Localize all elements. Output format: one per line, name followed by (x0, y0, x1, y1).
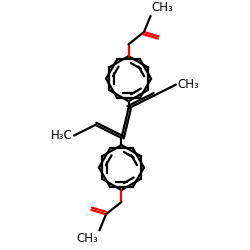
Text: CH₃: CH₃ (76, 232, 98, 245)
Text: CH₃: CH₃ (178, 78, 200, 91)
Text: H₃C: H₃C (50, 129, 72, 142)
Text: CH₃: CH₃ (152, 1, 174, 14)
